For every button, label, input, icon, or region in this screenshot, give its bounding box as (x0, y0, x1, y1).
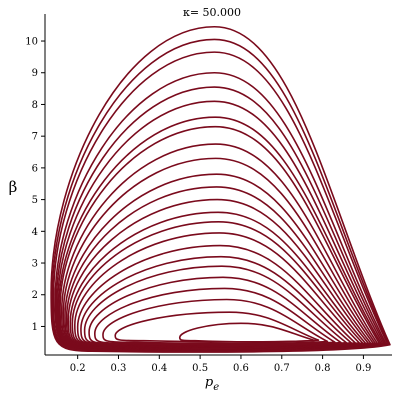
x-tick-label: 0.6 (233, 363, 249, 374)
x-tick-label: 0.4 (151, 363, 167, 374)
trajectory-loop (114, 311, 320, 343)
trajectory-loop (178, 322, 316, 343)
trajectory-loop (94, 287, 336, 346)
x-tick-label: 0.7 (274, 363, 290, 374)
chart-title: κ= 50.000 (183, 6, 241, 19)
trajectory-loop (51, 38, 390, 353)
y-tick-label: 4 (32, 227, 38, 238)
y-tick-label: 10 (25, 37, 38, 48)
y-tick-label: 1 (32, 322, 38, 333)
trajectory-loops (50, 25, 391, 353)
trajectory-loop (102, 298, 329, 345)
y-tick-label: 7 (32, 132, 38, 143)
x-tick-label: 0.8 (315, 363, 331, 374)
y-axis-label: β (9, 178, 18, 196)
x-axis-label-main: p (205, 375, 214, 390)
x-tick-label: 0.2 (70, 363, 86, 374)
y-tick-label: 6 (32, 163, 38, 174)
x-axis-label: pe (205, 375, 219, 393)
trajectory-loop (52, 51, 389, 352)
y-tick-label: 8 (32, 100, 38, 111)
y-tick-label: 9 (32, 68, 38, 79)
x-tick-label: 0.3 (111, 363, 127, 374)
x-tick-label: 0.9 (355, 363, 371, 374)
y-tick-label: 5 (32, 195, 38, 206)
x-tick-label: 0.5 (192, 363, 208, 374)
axes (44, 14, 392, 356)
y-tick-label: 3 (32, 259, 38, 270)
x-ticks: 0.2 0.3 0.4 0.5 0.6 0.7 0.8 0.9 (70, 355, 371, 374)
y-ticks: 1 2 3 4 5 6 7 8 9 10 (25, 37, 45, 333)
x-axis-label-subscript: e (213, 382, 219, 393)
y-tick-label: 2 (32, 290, 38, 301)
